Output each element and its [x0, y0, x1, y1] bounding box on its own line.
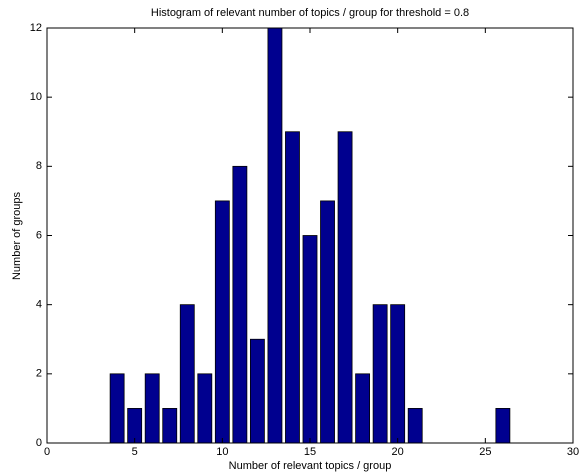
y-tick-label: 4: [36, 299, 42, 311]
x-tick-label: 5: [132, 446, 138, 458]
bar: [232, 165, 248, 444]
bar: [337, 131, 353, 444]
y-tick-label: 6: [36, 229, 42, 241]
x-axis-label: Number of relevant topics / group: [229, 460, 392, 472]
y-tick-label: 0: [36, 437, 42, 449]
bar: [144, 373, 160, 444]
y-tick-label: 10: [30, 91, 42, 103]
bar: [127, 408, 143, 444]
x-tick-label: 25: [479, 446, 491, 458]
x-tick-label: 30: [567, 446, 579, 458]
bar: [249, 338, 265, 444]
bar: [302, 235, 318, 444]
y-tick-label: 2: [36, 368, 42, 380]
bar: [197, 373, 213, 444]
y-tick-label: 8: [36, 160, 42, 172]
x-tick-label: 0: [44, 446, 50, 458]
x-tick-label: 20: [392, 446, 404, 458]
bar: [162, 408, 178, 444]
y-axis-label: Number of groups: [11, 191, 23, 280]
bar: [355, 373, 371, 444]
x-tick-label: 15: [304, 446, 316, 458]
bar: [214, 200, 230, 444]
bar: [109, 373, 125, 444]
bar: [285, 131, 300, 444]
chart-title: Histogram of relevant number of topics /…: [151, 7, 469, 19]
bar: [407, 408, 423, 444]
bar: [390, 304, 406, 444]
y-tick-label: 12: [30, 22, 42, 34]
bar: [372, 304, 388, 444]
bar: [320, 200, 335, 444]
x-tick-label: 10: [216, 446, 228, 458]
bar: [179, 304, 195, 444]
bar: [267, 27, 283, 444]
bar: [495, 408, 511, 444]
